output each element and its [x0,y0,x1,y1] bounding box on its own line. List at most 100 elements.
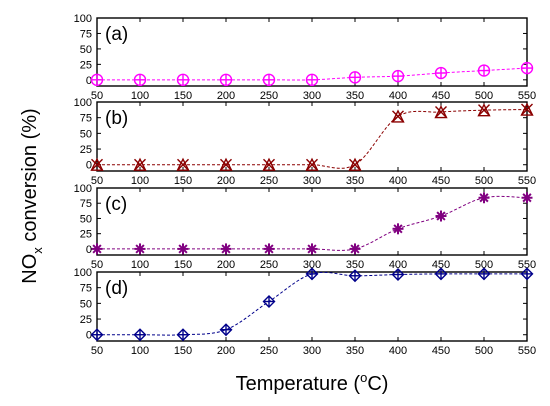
y-tick-label: 100 [74,13,92,25]
y-tick-label: 50 [80,213,92,225]
data-point-550 [520,267,534,281]
x-tick-label: 300 [303,90,321,102]
data-point-50-arm3 [92,244,102,254]
data-point-400 [391,268,405,281]
data-point-450-tri [434,104,448,119]
y-tick-label: 25 [80,144,92,156]
data-point-450 [434,66,448,80]
data-point-200-d2 [220,158,232,171]
panel-2: 50 100 150 200 250 300 350 400 450 500 550 0 25 50 75 1… [74,97,537,187]
data-point-400 [392,223,404,235]
x-tick-label: 250 [260,259,278,271]
data-point-150 [176,73,190,87]
x-tick-label: 550 [518,259,536,271]
data-point-350-arm3 [350,244,360,254]
y-tick-label: 0 [86,160,92,172]
data-point-150 [176,157,190,171]
y-tick-label: 100 [74,183,92,195]
data-point-250-d2 [263,158,275,171]
x-tick-label: 300 [303,175,321,187]
data-point-400-d2 [392,110,404,123]
x-tick-label: 400 [389,345,407,357]
data-point-500 [478,192,490,204]
data-point-450 [434,104,448,119]
x-tick-label: 200 [217,259,235,271]
data-point-100 [133,73,147,87]
x-tick-label: 100 [131,259,149,271]
x-tick-label: 500 [475,90,493,102]
data-point-50 [90,73,104,87]
y-tick-label: 25 [80,229,92,241]
data-point-350 [348,269,362,283]
x-axis-title-main: Temperature ( [236,373,361,395]
data-point-250 [262,73,276,87]
data-point-400-arm3 [393,224,403,234]
x-tick-label: 550 [518,345,536,357]
data-point-500 [477,103,491,117]
data-point-550-arm3 [522,193,532,203]
data-point-200 [219,323,233,337]
x-tick-label: 400 [389,175,407,187]
data-point-300 [305,267,319,281]
x-tick-label: 150 [174,259,192,271]
data-point-250 [262,157,276,171]
data-point-500-arm3 [479,193,489,203]
panel-frame [96,271,528,342]
y-tick-label: 75 [80,28,92,40]
x-tick-label: 50 [91,175,103,187]
x-tick-label: 550 [518,175,536,187]
y-tick-label: 25 [80,314,92,326]
data-point-500 [477,64,491,77]
x-tick-label: 150 [174,345,192,357]
x-tick-label: 250 [260,90,278,102]
data-point-500 [477,267,491,281]
y-axis-title: NOx conversion (%) [19,108,45,283]
data-point-50 [90,328,104,342]
y-tick-label: 75 [80,198,92,210]
data-point-100 [134,243,146,255]
panel-label: (b) [105,108,128,129]
x-tick-label: 250 [260,345,278,357]
data-point-550 [520,61,534,75]
y-tick-label: 0 [86,330,92,342]
x-tick-label: 450 [432,175,450,187]
y-tick-label: 75 [80,283,92,295]
data-point-550-d2 [521,103,533,116]
panel-label: (c) [105,194,127,215]
series-line [97,271,527,336]
x-tick-label: 350 [346,175,364,187]
x-tick-label: 100 [131,345,149,357]
panel-label: (a) [105,24,128,45]
data-point-350 [348,157,362,171]
y-axis-title-main: NO [19,254,41,284]
data-point-300-tri [305,157,319,171]
series-line [96,67,528,81]
x-axis-title: Temperature (oC) [236,370,389,395]
data-point-550-tri [520,102,534,116]
x-tick-label: 200 [217,175,235,187]
data-point-100-tri [133,157,147,171]
data-point-450-d2 [435,106,447,119]
data-point-150-arm3 [178,244,188,254]
x-tick-label: 150 [174,90,192,102]
x-tick-label: 550 [518,90,536,102]
data-point-300-arm3 [307,244,317,254]
data-point-250-arm3 [264,244,274,254]
x-tick-label: 400 [389,259,407,271]
x-tick-label: 350 [346,90,364,102]
x-tick-label: 350 [346,345,364,357]
x-tick-label: 200 [217,90,235,102]
x-axis-title-sup: o [360,370,367,385]
data-point-150 [177,243,189,255]
x-tick-label: 500 [475,259,493,271]
x-tick-label: 300 [303,259,321,271]
data-point-50 [91,243,103,255]
x-tick-label: 450 [432,90,450,102]
y-tick-label: 100 [74,267,92,279]
panel-1: 50 100 150 200 250 300 350 400 450 500 550 0 25 50 75 1… [74,13,537,102]
data-point-150-d2 [177,158,189,171]
x-tick-label: 300 [303,345,321,357]
data-point-500-tri [477,103,491,117]
y-tick-label: 25 [80,59,92,71]
